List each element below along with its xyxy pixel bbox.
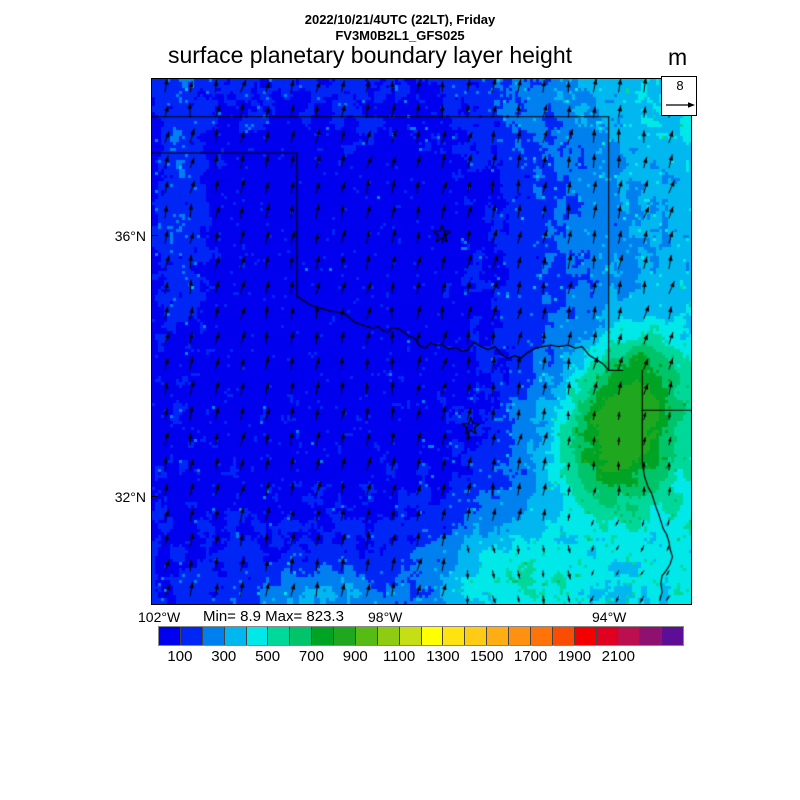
colorbar-segment [290,627,313,645]
colorbar-segment [596,627,619,645]
map-plot-area [151,78,692,605]
colorbar-tick-label: 900 [342,648,368,665]
colorbar-tick-label: 700 [298,648,324,665]
colorbar-segment [662,627,683,645]
colorbar-tick-label: 1300 [426,648,460,665]
pbl-height-heatmap [152,79,691,604]
lon-label-94: 94°W [592,609,627,625]
colorbar-segment [443,627,466,645]
colorbar [158,626,684,646]
colorbar-segment [509,627,531,645]
colorbar-segment [421,627,444,645]
page-title: surface planetary boundary layer height [167,42,573,68]
title-datetime: 2022/10/21/4UTC (22LT), Friday [304,12,496,27]
colorbar-tick-label: 300 [211,648,237,665]
colorbar-tick-label: 1100 [382,648,416,665]
colorbar-segment [640,627,663,645]
colorbar-segment [180,627,203,645]
reference-vector-legend: 8 [661,76,697,116]
right-arrow-icon [666,102,695,108]
lon-label-102: 102°W [138,609,181,625]
colorbar-segment [224,627,247,645]
colorbar-segment [202,627,225,645]
colorbar-segment [268,627,291,645]
colorbar-segment [334,627,356,645]
colorbar-segment [377,627,400,645]
colorbar-segment [246,627,269,645]
colorbar-segment [487,627,509,645]
colorbar-segment [399,627,422,645]
min-max-stats: Min= 8.9 Max= 823.3 [203,608,344,625]
lat-tick-32 [151,496,158,497]
colorbar-segment [312,627,334,645]
colorbar-tick-label: 500 [255,648,281,665]
colorbar-tick-label: 2100 [601,648,635,665]
lat-tick-36 [151,235,158,236]
reference-vector-value: 8 [676,78,684,93]
colorbar-segment [355,627,378,645]
colorbar-tick-label: 1900 [557,648,592,665]
units-label: m [668,44,688,70]
colorbar-segment [159,627,181,645]
colorbar-segment [530,627,553,645]
colorbar-tick-labels: 100 300 500 700 900 1100 1300 1500 1700 1900 2100 [158,648,684,666]
lon-label-98: 98°W [368,609,403,625]
colorbar-tick-label: 1700 [513,648,548,665]
colorbar-segment [574,627,597,645]
colorbar-tick-label: 1500 [470,648,504,665]
lat-label-32: 32°N [114,489,146,505]
colorbar-segment [552,627,575,645]
colorbar-tick-label: 100 [167,648,193,665]
lat-label-36: 36°N [114,228,146,244]
title-model-id: FV3M0B2L1_GFS025 [335,28,465,43]
colorbar-segment [465,627,488,645]
colorbar-segment [618,627,641,645]
